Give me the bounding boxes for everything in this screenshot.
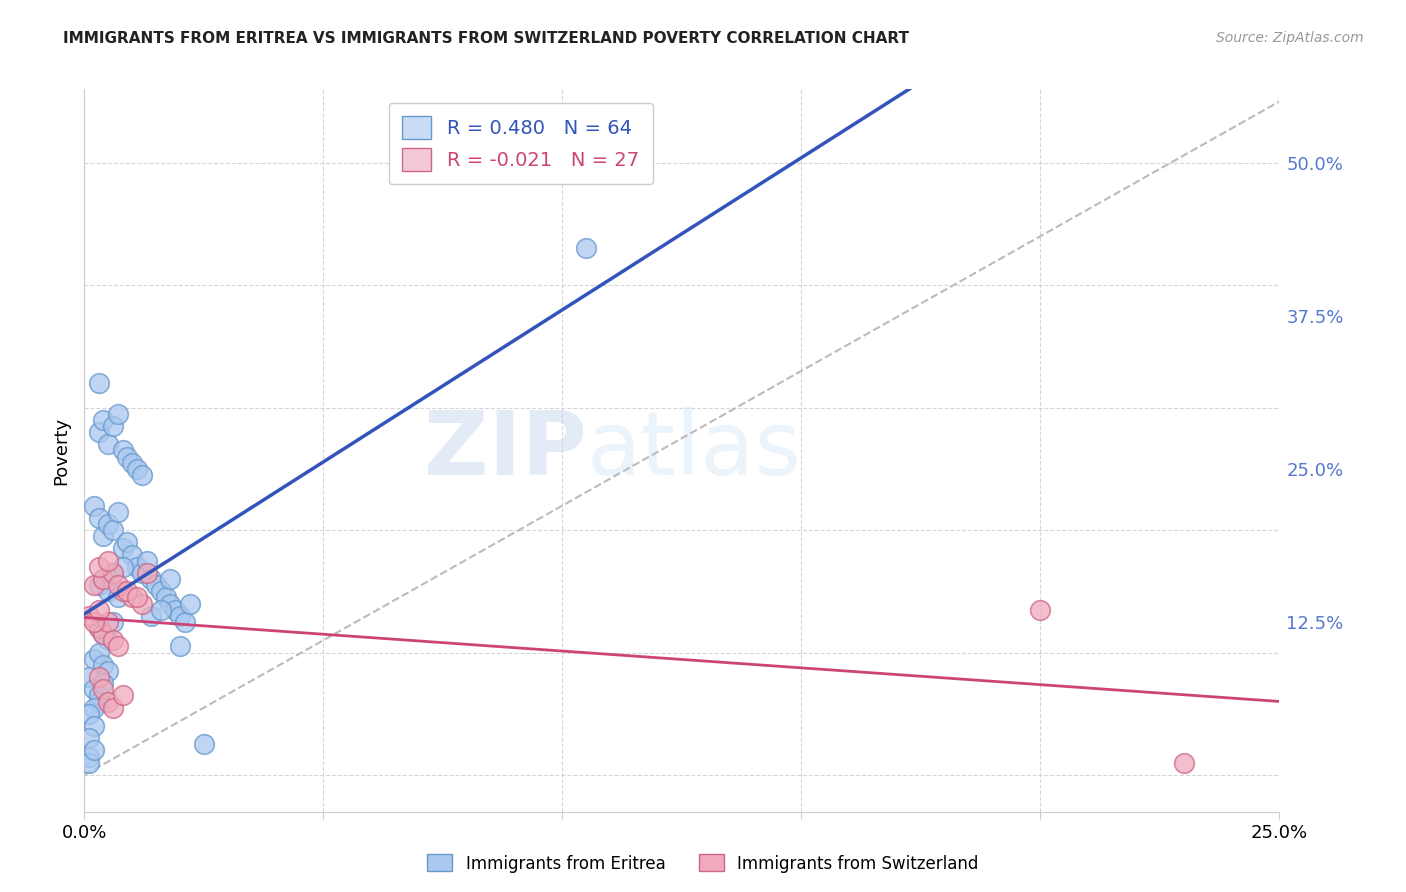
Point	[101, 419, 124, 434]
Point	[77, 731, 100, 746]
Point	[101, 633, 124, 648]
Point	[87, 511, 110, 525]
Point	[131, 566, 153, 580]
Point	[77, 756, 100, 770]
Text: ZIP: ZIP	[423, 407, 586, 494]
Point	[87, 578, 110, 592]
Point	[149, 602, 172, 616]
Point	[169, 640, 191, 654]
Point	[87, 559, 110, 574]
Point	[87, 670, 110, 684]
Point	[107, 640, 129, 654]
Point	[107, 578, 129, 592]
Point	[93, 682, 115, 697]
Point	[97, 664, 120, 678]
Point	[121, 456, 143, 470]
Point	[83, 682, 105, 697]
Point	[107, 407, 129, 421]
Point	[93, 627, 115, 641]
Point	[111, 541, 134, 556]
Point	[131, 597, 153, 611]
Point	[97, 694, 120, 708]
Point	[97, 437, 120, 451]
Point	[83, 719, 105, 733]
Point	[93, 657, 115, 672]
Point	[159, 597, 181, 611]
Point	[101, 615, 124, 629]
Point	[93, 572, 115, 586]
Point	[83, 700, 105, 714]
Point	[193, 737, 215, 751]
Point	[87, 694, 110, 708]
Point	[77, 706, 100, 721]
Point	[87, 646, 110, 660]
Point	[159, 572, 181, 586]
Point	[169, 608, 191, 623]
Point	[135, 566, 157, 580]
Point	[97, 615, 120, 629]
Point	[93, 627, 115, 641]
Point	[97, 554, 120, 568]
Point	[83, 615, 105, 629]
Point	[101, 700, 124, 714]
Point	[173, 615, 195, 629]
Point	[93, 413, 115, 427]
Point	[131, 467, 153, 482]
Text: IMMIGRANTS FROM ERITREA VS IMMIGRANTS FROM SWITZERLAND POVERTY CORRELATION CHART: IMMIGRANTS FROM ERITREA VS IMMIGRANTS FR…	[63, 31, 910, 46]
Y-axis label: Poverty: Poverty	[52, 417, 70, 484]
Point	[107, 591, 129, 605]
Point	[87, 689, 110, 703]
Point	[87, 621, 110, 635]
Text: atlas: atlas	[586, 407, 801, 494]
Legend: Immigrants from Eritrea, Immigrants from Switzerland: Immigrants from Eritrea, Immigrants from…	[420, 847, 986, 880]
Point	[155, 591, 177, 605]
Point	[117, 450, 139, 464]
Point	[111, 559, 134, 574]
Point	[107, 505, 129, 519]
Point	[179, 597, 201, 611]
Point	[77, 749, 100, 764]
Point	[93, 529, 115, 543]
Point	[101, 566, 124, 580]
Point	[141, 572, 163, 586]
Point	[87, 425, 110, 439]
Point	[1029, 602, 1052, 616]
Point	[87, 621, 110, 635]
Point	[77, 608, 100, 623]
Point	[101, 523, 124, 537]
Point	[125, 559, 148, 574]
Point	[97, 633, 120, 648]
Point	[1173, 756, 1195, 770]
Point	[141, 608, 163, 623]
Point	[87, 602, 110, 616]
Point	[125, 462, 148, 476]
Point	[165, 602, 187, 616]
Point	[121, 548, 143, 562]
Point	[117, 535, 139, 549]
Point	[145, 578, 167, 592]
Point	[117, 584, 139, 599]
Point	[575, 241, 598, 255]
Point	[121, 591, 143, 605]
Point	[87, 376, 110, 390]
Point	[97, 516, 120, 531]
Point	[83, 499, 105, 513]
Legend: R = 0.480   N = 64, R = -0.021   N = 27: R = 0.480 N = 64, R = -0.021 N = 27	[388, 103, 652, 185]
Point	[83, 743, 105, 757]
Point	[135, 554, 157, 568]
Point	[93, 676, 115, 690]
Point	[111, 689, 134, 703]
Point	[83, 578, 105, 592]
Point	[111, 443, 134, 458]
Point	[97, 584, 120, 599]
Point	[125, 591, 148, 605]
Point	[93, 572, 115, 586]
Point	[149, 584, 172, 599]
Text: Source: ZipAtlas.com: Source: ZipAtlas.com	[1216, 31, 1364, 45]
Point	[111, 584, 134, 599]
Point	[77, 670, 100, 684]
Point	[101, 566, 124, 580]
Point	[83, 651, 105, 665]
